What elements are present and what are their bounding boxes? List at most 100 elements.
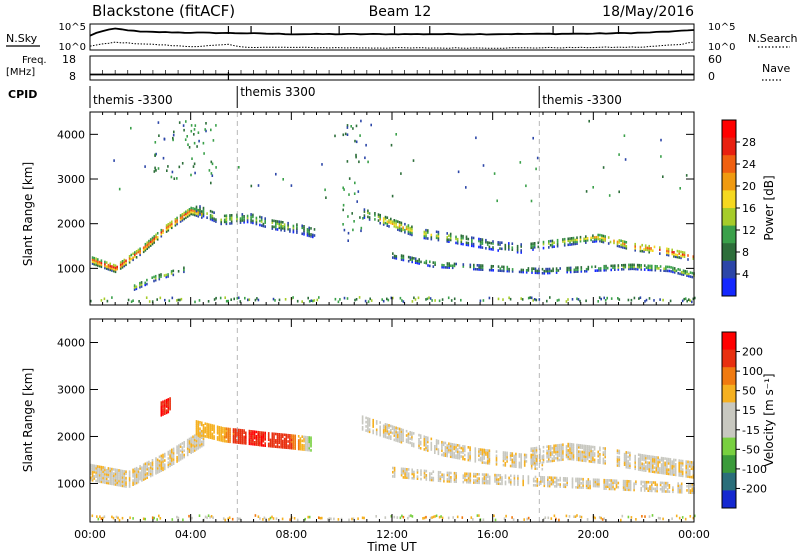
scatter-cell: [144, 475, 147, 478]
scatter-cell: [179, 220, 182, 223]
scatter-cell: [474, 457, 477, 461]
scatter-cell: [98, 480, 101, 483]
scatter-cell: [629, 265, 632, 269]
scatter-cell: [104, 468, 106, 472]
scatter-cell: [386, 432, 389, 435]
scatter-cell: [488, 462, 491, 465]
scatter-cell: [409, 441, 411, 445]
colorbar-block: [722, 260, 736, 279]
scatter-cell: [301, 443, 303, 447]
noise-panel: N.Sky 10^5 10^0 10^5 10^0 N.Search: [6, 22, 798, 53]
scatter-cell: [162, 413, 164, 416]
scatter-cell: [473, 265, 475, 269]
x-axis-title: Time UT: [366, 540, 417, 554]
scatter-cell: [575, 270, 577, 273]
scatter-cell: [409, 256, 412, 259]
sporadic-cell: [215, 124, 217, 127]
scatter-cell: [162, 406, 164, 410]
scatter-cell: [534, 271, 537, 275]
scatter-cell: [400, 229, 403, 233]
scatter-cell: [568, 266, 570, 270]
scatter-cell: [116, 468, 118, 472]
scatter-cell: [234, 430, 237, 434]
ground-scatter-cell: [579, 299, 581, 303]
scatter-cell: [659, 248, 661, 251]
scatter-cell: [456, 237, 459, 241]
scatter-cell: [550, 269, 553, 273]
scatter-cell: [536, 463, 538, 466]
scatter-cell: [176, 216, 178, 220]
scatter-cell: [439, 471, 442, 474]
ground-scatter-cell: [585, 299, 587, 303]
scatter-cell: [209, 423, 212, 427]
sporadic-cell: [325, 196, 327, 199]
scatter-cell: [116, 477, 118, 480]
scatter-cell: [655, 470, 658, 474]
scatter-cell: [375, 422, 378, 425]
y-tick-label: 3000: [57, 173, 85, 186]
scatter-cell: [165, 273, 168, 277]
ground-scatter-cell: [117, 516, 119, 520]
scatter-cell: [197, 431, 200, 434]
sporadic-cell: [334, 134, 336, 138]
scatter-cell: [517, 477, 519, 480]
scatter-cell: [367, 429, 369, 433]
scatter-cell: [197, 422, 200, 426]
scatter-cell: [585, 237, 587, 240]
scatter-cell: [158, 455, 161, 459]
scatter-cell: [612, 266, 614, 270]
scatter-cell: [548, 271, 551, 275]
sporadic-cell: [679, 187, 681, 190]
scatter-cell: [190, 451, 192, 454]
scatter-cell: [578, 443, 580, 447]
ground-scatter-cell: [132, 517, 134, 520]
scatter-cell: [608, 479, 611, 482]
scatter-cell: [455, 476, 457, 479]
scatter-cell: [246, 214, 249, 218]
scatter-cell: [625, 465, 628, 469]
sporadic-cell: [173, 177, 176, 180]
ground-scatter-cell: [90, 299, 92, 303]
scatter-cell: [691, 491, 694, 494]
scatter-cell: [209, 217, 212, 221]
scatter-cell: [539, 459, 541, 462]
scatter-cell: [677, 486, 679, 490]
scatter-cell: [479, 238, 482, 241]
scatter-cell: [474, 479, 477, 482]
scatter-cell: [313, 234, 316, 237]
scatter-cell: [562, 238, 564, 241]
scatter-cell: [112, 472, 115, 475]
scatter-cell: [551, 245, 554, 249]
scatter-cell: [655, 468, 658, 472]
scatter-cell: [197, 426, 200, 430]
scatter-cell: [407, 474, 410, 478]
scatter-cell: [135, 475, 138, 478]
scatter-cell: [119, 482, 122, 485]
scatter-cell: [172, 451, 175, 455]
ground-scatter-cell: [630, 298, 633, 302]
scatter-cell: [448, 471, 450, 475]
scatter-cell: [563, 237, 566, 241]
scatter-cell: [199, 427, 201, 430]
scatter-cell: [423, 234, 426, 238]
scatter-cell: [202, 208, 205, 212]
noise-right-label: N.Search: [748, 32, 798, 45]
scatter-cell: [275, 223, 277, 227]
scatter-cell: [164, 406, 166, 409]
scatter-cell: [190, 440, 192, 444]
scatter-cell: [599, 457, 601, 460]
scatter-cell: [576, 238, 578, 241]
scatter-cell: [306, 442, 309, 445]
scatter-cell: [571, 479, 574, 483]
scatter-cell: [597, 452, 599, 456]
ground-scatter-cell: [684, 297, 687, 300]
ground-scatter-cell: [244, 296, 246, 300]
scatter-cell: [395, 221, 397, 225]
scatter-cell: [183, 268, 185, 272]
scatter-cell: [465, 235, 468, 239]
ground-scatter-cell: [527, 296, 530, 300]
scatter-cell: [660, 465, 663, 468]
scatter-cell: [678, 469, 680, 473]
scatter-cell: [213, 217, 215, 221]
